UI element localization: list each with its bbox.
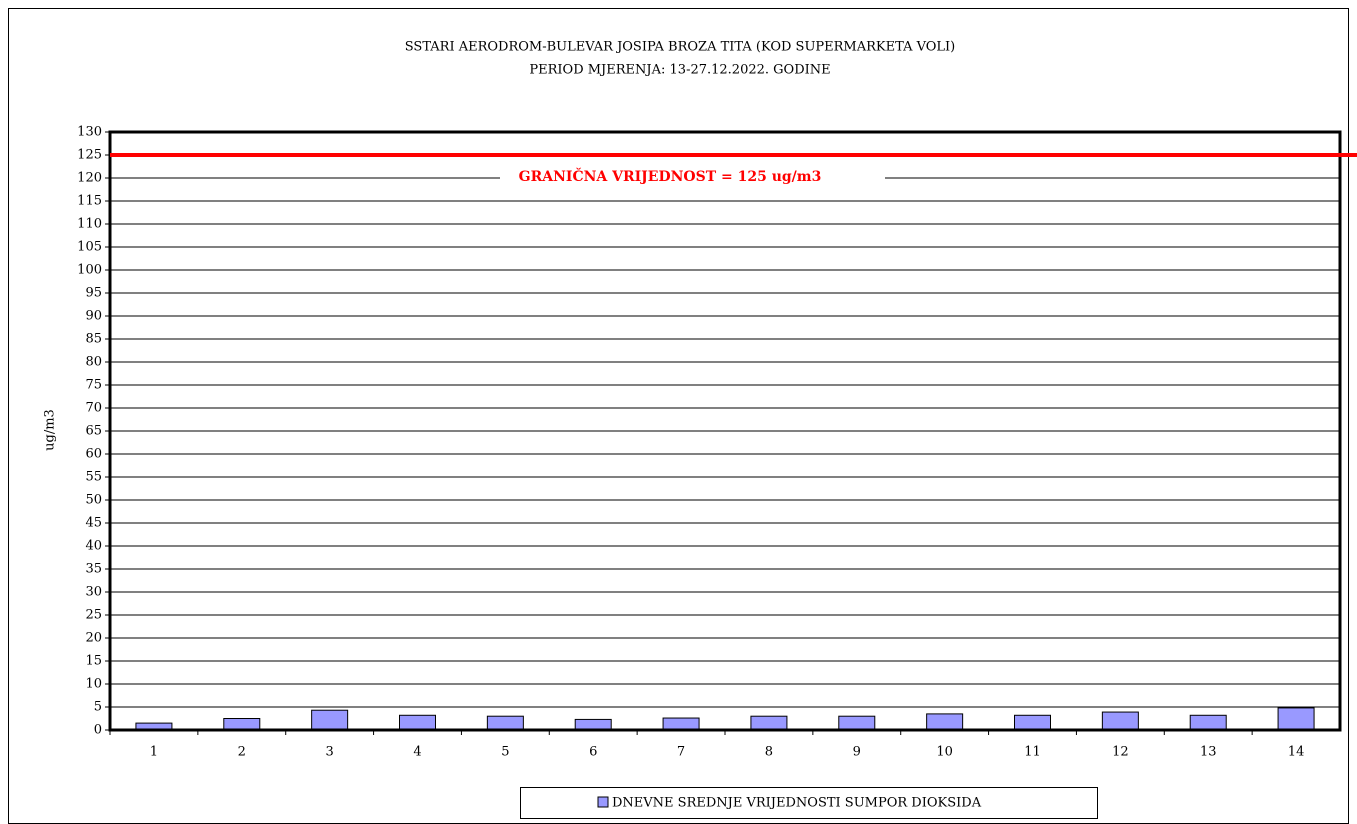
y-tick-label: 5: [94, 700, 102, 715]
legend-label: DNEVNE SREDNJE VRIJEDNOSTI SUMPOR DIOKSI…: [612, 796, 982, 811]
bar: [1189, 714, 1227, 731]
chart-subtitle: PERIOD MJERENJA: 13-27.12.2022. GODINE: [529, 63, 830, 78]
y-tick-label: 105: [77, 240, 102, 255]
y-tick-label: 55: [85, 470, 102, 485]
x-tick-label: 12: [1112, 745, 1129, 760]
y-axis-label: ug/m3: [43, 409, 58, 451]
y-tick-label: 10: [85, 677, 102, 692]
y-tick-label: 125: [77, 148, 102, 163]
x-tick-label: 11: [1024, 745, 1041, 760]
y-tick-label: 25: [85, 608, 102, 623]
x-tick-label: 4: [413, 745, 421, 760]
bar: [311, 709, 349, 731]
y-tick-label: 75: [85, 378, 102, 393]
bar: [1277, 707, 1315, 731]
y-tick-label: 30: [85, 585, 102, 600]
y-tick-label: 115: [77, 194, 102, 209]
y-tick-label: 20: [85, 631, 102, 646]
bar: [662, 717, 700, 731]
y-tick-label: 40: [85, 539, 102, 554]
threshold-label-bg: [500, 165, 885, 189]
bar: [838, 715, 876, 731]
y-tick-label: 100: [77, 263, 102, 278]
y-tick-label: 60: [85, 447, 102, 462]
bar: [750, 715, 788, 731]
bar: [1101, 711, 1139, 731]
plot-frame: [108, 130, 1342, 732]
y-tick-label: 15: [85, 654, 102, 669]
bar: [574, 718, 612, 731]
x-tick-label: 7: [677, 745, 685, 760]
x-tick-label: 6: [589, 745, 597, 760]
y-tick-label: 120: [77, 171, 102, 186]
threshold-label: GRANIČNA VRIJEDNOST = 125 ug/m3: [519, 167, 822, 185]
x-tick-label: 5: [501, 745, 509, 760]
y-tick-label: 50: [85, 493, 102, 508]
y-tick-label: 95: [85, 286, 102, 301]
y-tick-label: 45: [85, 516, 102, 531]
y-tick-label: 90: [85, 309, 102, 324]
legend-box: [520, 787, 1098, 819]
y-tick-label: 85: [85, 332, 102, 347]
x-tick-label: 14: [1288, 745, 1305, 760]
x-tick-label: 13: [1200, 745, 1217, 760]
y-tick-label: 65: [85, 424, 102, 439]
bar: [486, 715, 524, 731]
y-tick-label: 0: [94, 723, 102, 738]
legend-swatch: [597, 796, 609, 808]
bar: [926, 713, 964, 731]
y-tick-label: 110: [77, 217, 102, 232]
bar: [223, 718, 261, 731]
x-tick-label: 10: [936, 745, 953, 760]
y-tick-label: 80: [85, 355, 102, 370]
x-tick-label: 2: [238, 745, 246, 760]
y-tick-label: 35: [85, 562, 102, 577]
y-tick-label: 130: [77, 125, 102, 140]
x-tick-label: 1: [150, 745, 158, 760]
y-tick-label: 70: [85, 401, 102, 416]
x-tick-label: 3: [326, 745, 334, 760]
bar: [1014, 714, 1051, 731]
x-tick-label: 8: [765, 745, 773, 760]
chart-title: SSTARI AERODROM-BULEVAR JOSIPA BROZA TIT…: [405, 40, 956, 55]
x-tick-label: 9: [853, 745, 861, 760]
bar: [399, 714, 436, 731]
